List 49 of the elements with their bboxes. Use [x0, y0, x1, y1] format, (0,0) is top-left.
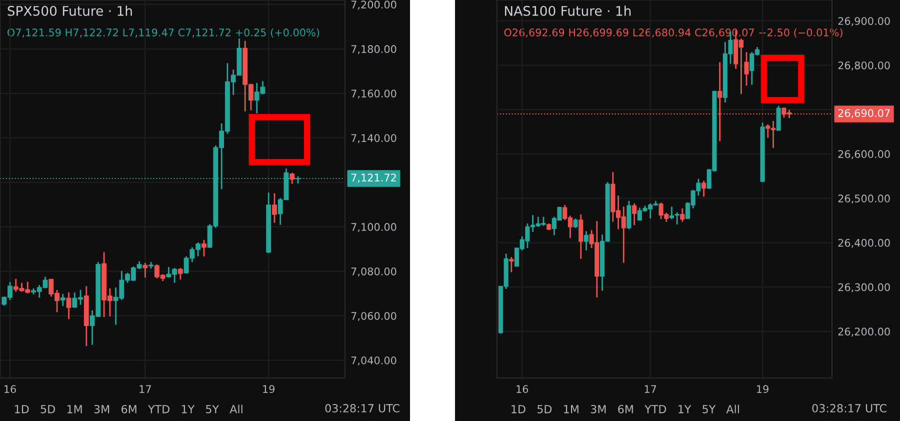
candlestick: [178, 267, 183, 280]
y-tick-label: 7,180.00: [351, 45, 396, 54]
candlestick: [578, 214, 584, 260]
candlestick: [674, 212, 680, 226]
x-tick-label: 17: [644, 385, 656, 393]
y-tick-label: 7,160.00: [351, 90, 396, 99]
y-tick-label: 7,140.00: [351, 134, 396, 144]
y-tick-label: 7,060.00: [351, 312, 396, 321]
y-tick-label: 7,100.00: [351, 223, 396, 232]
y-tick-label: 26,400.00: [838, 238, 890, 248]
y-tick-label: 26,600.00: [838, 150, 890, 160]
y-tick-label: 26,500.00: [838, 194, 890, 204]
y-tick-label: 26,300.00: [838, 283, 890, 292]
ref-line-label: 7,121.72: [351, 174, 396, 183]
candlestick: [584, 230, 589, 252]
text: 1D 5D 1M 3M 6M YTD 1Y 5Y All: [512, 404, 739, 414]
y-tick-label: 7,200.00: [351, 0, 396, 10]
x-tick-label: 16: [4, 385, 16, 394]
y-tick-label: 26,200.00: [838, 328, 890, 337]
candlestick: [632, 202, 637, 226]
chart-title: NAS100 Future · 1h: [504, 6, 631, 16]
candlestick: [669, 206, 674, 220]
text: 03:28:17 UTC: [812, 404, 886, 412]
text: 03:28:17 UTC: [325, 404, 400, 412]
candlestick: [272, 192, 277, 224]
candlestick: [509, 256, 514, 273]
x-tick-label: 19: [263, 385, 274, 394]
candlestick: [680, 208, 685, 222]
candlestick: [201, 239, 206, 258]
candlestick: [60, 293, 66, 307]
y-tick-label: 7,080.00: [351, 267, 396, 276]
annotation: O7,121.59 H7,122.72 L7,119.47 C7,121.72 +0.25 (+0.00%): [7, 28, 320, 38]
text: 1D 5D 1M 3M 6M YTD 1Y 5Y All: [15, 404, 242, 414]
x-tick-label: 17: [140, 385, 151, 393]
y-tick-label: 26,800.00: [838, 61, 890, 70]
candlestick: [573, 218, 578, 229]
chart-title: SPX500 Future · 1h: [8, 6, 132, 16]
x-tick-label: 16: [516, 385, 528, 394]
candlestick: [66, 292, 72, 320]
ref-line-label: 26,690.07: [838, 109, 890, 118]
candlestick: [142, 262, 148, 278]
candlestick: [776, 105, 781, 132]
y-tick-label: 26,900.00: [838, 17, 890, 26]
candlestick: [744, 51, 749, 86]
candlestick: [290, 172, 295, 185]
candlestick: [626, 200, 632, 230]
x-tick-label: 19: [757, 385, 768, 394]
candlestick: [701, 180, 706, 198]
y-tick-label: 7,040.00: [351, 356, 396, 366]
